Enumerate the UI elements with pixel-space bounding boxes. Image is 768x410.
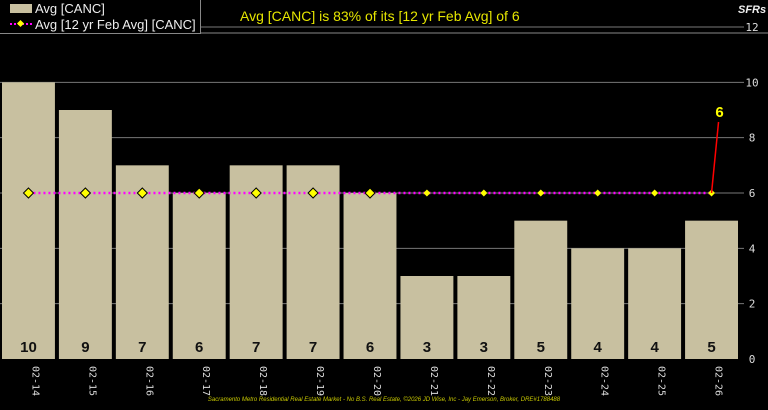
bar [457, 276, 511, 359]
bar-value-label: 6 [195, 339, 203, 356]
average-marker [79, 187, 92, 199]
bar-value-label: 7 [138, 339, 146, 356]
average-marker [136, 187, 149, 199]
y-tick-label: 2 [749, 298, 756, 311]
x-tick-label: 02-25 [656, 366, 667, 396]
x-tick-label: 02-22 [485, 366, 496, 396]
y-tick-label: 0 [749, 353, 756, 366]
bar-value-label: 4 [594, 339, 603, 356]
y-tick-label: 4 [749, 242, 756, 255]
bar-value-label: 3 [423, 339, 431, 356]
x-tick-label: 02-19 [314, 366, 325, 396]
y-tick-label: 10 [745, 76, 758, 89]
bar [343, 193, 397, 359]
bar-value-label: 7 [252, 339, 260, 356]
legend-item-line: Avg [12 yr Feb Avg] [CANC] [0, 16, 200, 32]
y-tick-label: 12 [745, 21, 758, 34]
bar [172, 193, 226, 359]
chart-title: Avg [CANC] is 83% of its [12 yr Feb Avg]… [240, 8, 520, 24]
line-swatch [10, 19, 32, 28]
y-tick-label: 8 [749, 132, 756, 145]
y-tick-label: 6 [749, 187, 756, 200]
x-tick-label: 02-20 [371, 366, 382, 396]
bar-value-label: 5 [537, 339, 545, 356]
average-marker [193, 187, 205, 199]
bar [685, 220, 738, 359]
legend-label: Avg [CANC] [35, 0, 105, 16]
x-tick-label: 02-17 [200, 366, 211, 396]
legend-item-bars: Avg [CANC] [0, 0, 200, 16]
x-tick-label: 02-21 [428, 366, 439, 396]
bar-value-label: 3 [480, 339, 488, 356]
bar [400, 276, 454, 359]
bar-value-label: 5 [707, 339, 715, 356]
average-marker [537, 189, 545, 197]
bar-value-label: 10 [20, 339, 37, 356]
x-tick-label: 02-18 [257, 366, 268, 396]
bar-swatch [10, 3, 32, 13]
average-marker [307, 187, 319, 199]
bar [2, 82, 55, 359]
x-tick-label: 02-14 [29, 366, 40, 396]
average-marker [594, 189, 602, 197]
annotation-leader-line [710, 121, 720, 194]
average-marker [480, 189, 488, 197]
footer-credit: Sacramento Metro Residential Real Estate… [207, 397, 561, 403]
average-marker [250, 187, 262, 199]
average-marker [651, 189, 659, 197]
legend: Avg [CANC] Avg [12 yr Feb Avg] [CANC] [0, 0, 201, 34]
bar [571, 248, 625, 359]
bar [58, 110, 112, 359]
x-tick-label: 02-15 [86, 366, 97, 396]
bar-value-label: 4 [650, 339, 659, 356]
bar [628, 248, 682, 359]
x-tick-label: 02-16 [143, 366, 154, 396]
average-marker [22, 187, 35, 199]
x-tick-label: 02-23 [542, 366, 553, 396]
bar-value-label: 7 [309, 339, 317, 356]
bar-value-label: 9 [81, 339, 89, 356]
bar-value-label: 6 [366, 339, 374, 356]
bar [514, 220, 568, 359]
average-marker [423, 189, 431, 197]
annotation-label: 6 [715, 104, 723, 121]
x-tick-label: 02-26 [713, 366, 724, 396]
average-marker [364, 187, 376, 199]
y-axis-label: SFRs [738, 4, 767, 16]
legend-label: Avg [12 yr Feb Avg] [CANC] [35, 16, 196, 32]
x-tick-label: 02-24 [599, 366, 610, 396]
